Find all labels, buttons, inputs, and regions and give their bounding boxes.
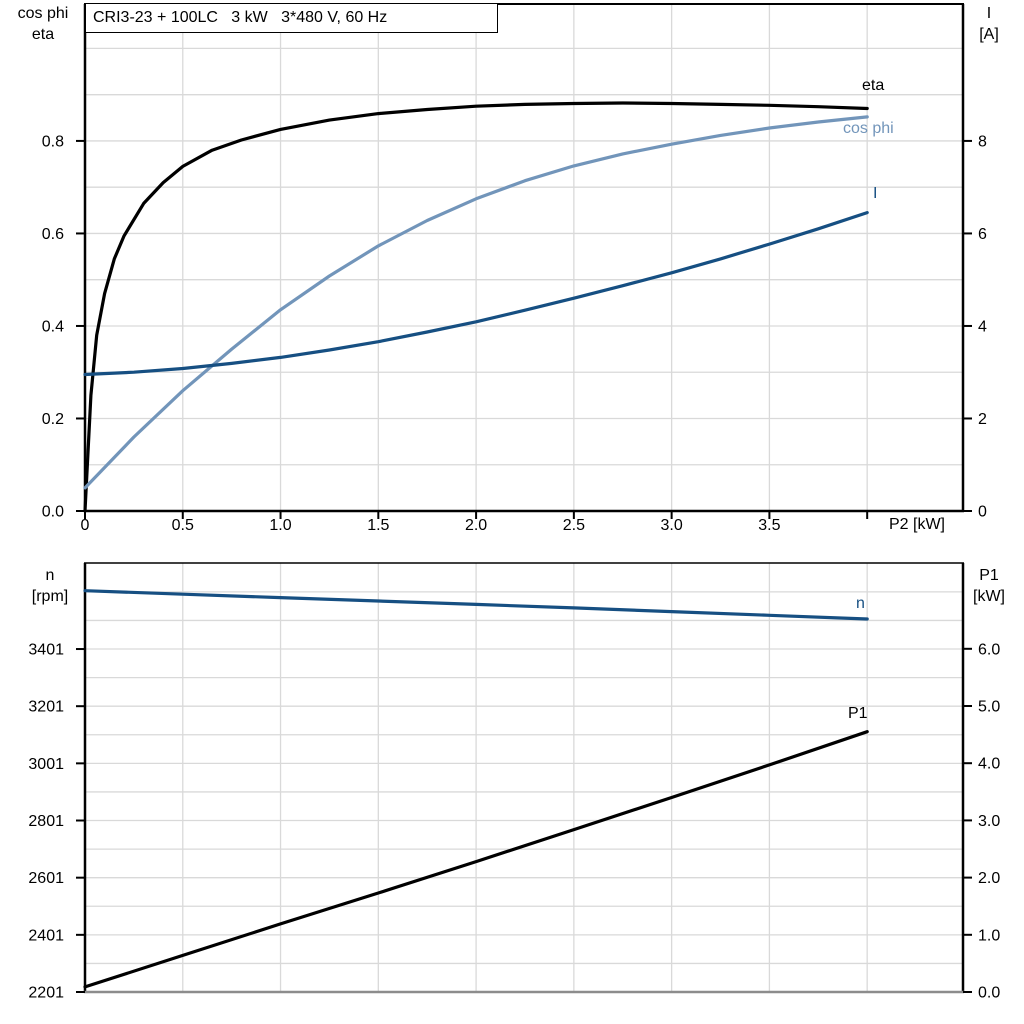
right-tick-label: 3.0 — [978, 813, 1000, 830]
power-axis-title: P1 — [979, 567, 999, 584]
x-tick-label: 2.0 — [465, 517, 487, 534]
cos-phi-axis-title: cos phi — [17, 5, 69, 22]
curve-cos-phi — [83, 115, 869, 490]
speed-axis-title: n — [45, 567, 55, 584]
x-tick-label: 1.5 — [367, 517, 389, 534]
plot-frame — [83, 3, 965, 513]
tick-labels: 0.0 0.2 0.4 0.6 0.8 0 2 4 6 8 0 0.5 1.0 1.5 2.0 2.5 3.0 3… — [42, 133, 987, 534]
x-tick-label: 1.0 — [269, 517, 291, 534]
curve-I — [83, 211, 869, 377]
gridlines — [85, 4, 963, 511]
right-tick-label: 5.0 — [978, 699, 1000, 716]
chart-title-box: CRI3-23 + 100LC 3 kW 3*480 V, 60 Hz — [85, 3, 498, 33]
p2-axis-label: P2 [kW] — [888, 516, 945, 533]
power-axis-unit: [kW] — [973, 588, 1005, 605]
tick-labels: 2201 2401 2601 2801 3001 3201 3401 0.0 1.0 2.0 3.0… — [28, 641, 1000, 1001]
x-tick-label: 2.5 — [563, 517, 585, 534]
bottom-right-axis-header: P1 [kW] — [960, 565, 1018, 607]
left-tick-label: 0.8 — [42, 133, 64, 150]
bottom-chart-plot: 2201 2401 2601 2801 3001 3201 3401 0.0 1.0 2.0 3.0… — [28, 562, 1000, 1002]
x-tick-label: 3.5 — [758, 517, 780, 534]
left-tick-label: 2601 — [28, 870, 64, 887]
right-tick-label: 0.0 — [978, 985, 1000, 1002]
bottom-left-axis-header: n [rpm] — [16, 565, 84, 607]
left-tick-label: 0.6 — [42, 226, 64, 243]
left-tick-label: 2201 — [28, 985, 64, 1002]
left-tick-label: 0.0 — [42, 504, 64, 521]
curve-n — [83, 589, 869, 621]
right-tick-label: 0 — [978, 504, 987, 521]
right-tick-label: 2 — [978, 411, 987, 428]
speed-axis-unit: [rpm] — [31, 588, 69, 605]
curve-P1 — [83, 730, 869, 989]
top-right-axis-header: I [A] — [964, 3, 1014, 45]
power-curve-label: P1 — [848, 705, 868, 722]
x-tick-label: 0 — [81, 517, 90, 534]
right-tick-label: 4.0 — [978, 756, 1000, 773]
left-tick-label: 0.4 — [42, 318, 64, 335]
speed-curve-label: n — [856, 595, 865, 612]
x-tick-label: 3.0 — [661, 517, 683, 534]
right-tick-label: 6 — [978, 226, 987, 243]
right-tick-label: 8 — [978, 133, 987, 150]
curve-eta — [83, 101, 869, 513]
top-left-axis-header: cos phi eta — [4, 3, 82, 45]
left-tick-label: 3401 — [28, 642, 64, 659]
gridlines — [85, 563, 963, 992]
left-tick-label: 2401 — [28, 927, 64, 944]
plot-frame — [83, 562, 965, 994]
tick-marks — [76, 647, 972, 993]
eta-axis-title: eta — [31, 26, 55, 43]
right-tick-label: 1.0 — [978, 927, 1000, 944]
top-chart-plot: 0.0 0.2 0.4 0.6 0.8 0 2 4 6 8 0 0.5 1.0 1.5 2.0 2.5 3.0 3… — [42, 3, 987, 534]
x-tick-label: 0.5 — [172, 517, 194, 534]
right-tick-label: 4 — [978, 318, 987, 335]
right-tick-label: 2.0 — [978, 870, 1000, 887]
left-tick-label: 3001 — [28, 756, 64, 773]
eta-curve-label: eta — [862, 77, 885, 94]
right-tick-label: 6.0 — [978, 641, 1000, 658]
left-tick-label: 3201 — [28, 699, 64, 716]
current-axis-title: I — [986, 5, 992, 22]
left-tick-label: 0.2 — [42, 411, 64, 428]
left-tick-label: 2801 — [28, 813, 64, 830]
current-curve-label: I — [873, 185, 878, 202]
tick-marks — [76, 139, 972, 519]
current-axis-unit: [A] — [979, 26, 999, 43]
cos-phi-curve-label: cos phi — [843, 120, 894, 137]
